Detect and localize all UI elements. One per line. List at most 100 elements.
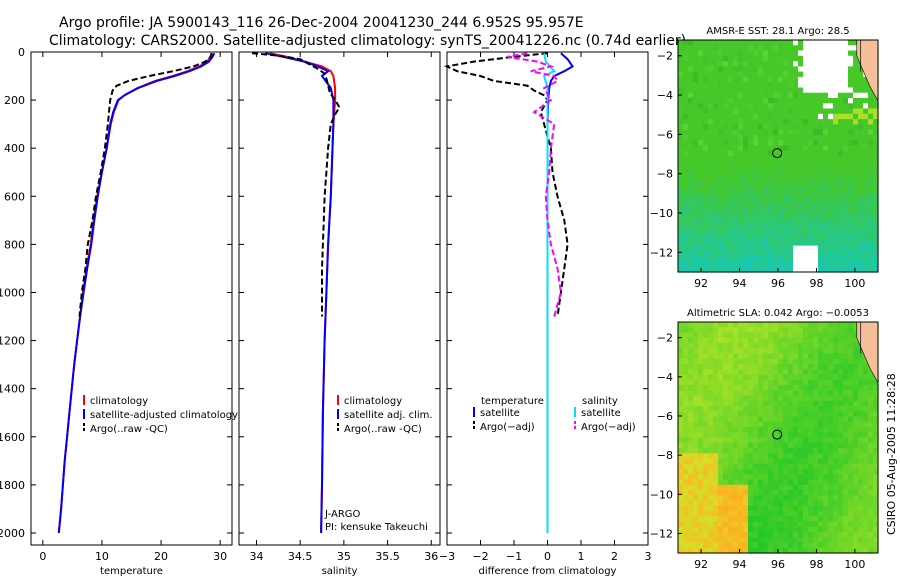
sst_map-cell xyxy=(758,240,764,247)
sla_map-cell xyxy=(733,385,739,391)
sla_map-cell xyxy=(868,500,874,507)
sst_map-cell xyxy=(803,182,809,189)
sla_map-cell xyxy=(728,500,734,507)
sla_map-cell xyxy=(743,395,749,402)
sst_map-cell xyxy=(753,214,759,220)
sst_map-cell xyxy=(688,76,694,83)
sst_map-cell xyxy=(768,256,774,263)
sst_map-cell xyxy=(693,40,699,46)
sla_map-cell xyxy=(718,390,724,397)
sst_map-cell xyxy=(753,171,759,178)
sst_map-cell xyxy=(853,166,859,173)
sla_map-cell xyxy=(783,327,789,334)
sst_map-cell xyxy=(798,245,804,252)
sla_map-cell xyxy=(713,395,719,402)
sla_map-cell xyxy=(783,442,789,449)
sla_map-cell xyxy=(718,332,724,339)
sla_map-cell xyxy=(738,385,744,391)
sst_map-cell xyxy=(783,129,789,136)
sla_map-cell xyxy=(838,353,844,360)
sla_map-cell xyxy=(768,385,774,391)
sst_map-cell xyxy=(823,235,829,241)
sla_map-cell xyxy=(733,432,739,439)
sla_map-cell xyxy=(773,542,779,549)
sst_map-cell xyxy=(753,140,759,147)
sst_map-cell xyxy=(763,229,769,236)
sla_map-cell xyxy=(753,437,759,444)
sst_map-cell xyxy=(848,198,854,205)
sst_map-cell xyxy=(738,245,744,252)
sla_map-cell xyxy=(803,353,809,360)
header-line1: Argo profile: JA 5900143_116 26-Dec-2004… xyxy=(59,15,584,31)
sst_map-cell xyxy=(713,229,719,236)
sst_map-cell xyxy=(823,87,829,94)
sst_map-cell xyxy=(753,108,759,115)
sst_map-cell xyxy=(698,187,704,194)
sst_map-cell xyxy=(803,219,809,226)
sst_map-cell xyxy=(798,182,804,189)
sla_map-cell xyxy=(758,353,764,360)
sst_map-cell xyxy=(748,82,754,89)
sst_map-cell xyxy=(688,124,694,131)
sla_map-cell xyxy=(688,395,694,402)
sst_map-cell xyxy=(773,124,779,131)
sst_map-cell xyxy=(763,82,769,89)
sst_map-cell xyxy=(813,76,819,83)
sla_map-cell xyxy=(678,400,684,407)
sst_map-cell xyxy=(728,198,734,205)
sla_map-cell xyxy=(713,469,719,475)
sst_map-cell xyxy=(793,76,799,83)
sla_map-cell xyxy=(808,390,814,397)
sst_map-cell xyxy=(743,103,749,110)
sst_map-cell xyxy=(703,198,709,205)
sst_map-cell xyxy=(748,150,754,157)
sst_map-cell xyxy=(788,66,794,73)
sla_map-cell xyxy=(833,348,839,355)
sla_map-cell xyxy=(773,490,779,496)
sst_map-xtick-label: 92 xyxy=(694,277,708,290)
sst_map-cell xyxy=(848,261,854,268)
sst_map-cell xyxy=(733,108,739,115)
sla_map-cell xyxy=(803,406,809,412)
sst_map-cell xyxy=(728,156,734,162)
sla_map-cell xyxy=(813,374,819,381)
sst_map-cell xyxy=(808,219,814,226)
sla_map-cell xyxy=(753,479,759,486)
sla_map-cell xyxy=(773,437,779,444)
sla_map-cell xyxy=(803,411,809,418)
sla_map-cell xyxy=(778,537,784,544)
sla_map-cell xyxy=(713,364,719,370)
sla_map-cell xyxy=(828,348,834,355)
sla_map-cell xyxy=(838,500,844,507)
sla_map-cell xyxy=(818,421,824,428)
sst_map-cell xyxy=(838,145,844,152)
sla_map-cell xyxy=(818,343,824,349)
sla_map-cell xyxy=(703,511,709,517)
sst_map-cell xyxy=(723,108,729,115)
sst_map-cell xyxy=(858,145,864,152)
sst_map-cell xyxy=(753,82,759,89)
sst_map-cell xyxy=(743,66,749,73)
sst_map-cell xyxy=(823,187,829,194)
sst_map-cell xyxy=(823,229,829,236)
sla_map-cell xyxy=(758,463,764,470)
sst_map-cell xyxy=(678,171,684,178)
sla_map-cell xyxy=(678,490,684,496)
sst_map-cell xyxy=(793,161,799,168)
sst_map-cell xyxy=(848,119,854,125)
sla_map-cell xyxy=(728,442,734,449)
sla_map-cell xyxy=(748,547,754,554)
sst_map-cell xyxy=(843,229,849,236)
sst_map-cell xyxy=(813,214,819,220)
sla_map-cell xyxy=(783,322,789,328)
sla_map-cell xyxy=(778,369,784,376)
sst_map-cell xyxy=(808,129,814,136)
sla_map-cell xyxy=(738,395,744,402)
sla_map-cell xyxy=(833,479,839,486)
sst_map-cell xyxy=(818,166,824,173)
sst_map-cell xyxy=(688,171,694,178)
sst_map-cell xyxy=(863,171,869,178)
sla_map-cell xyxy=(748,358,754,365)
sla_map-cell xyxy=(723,479,729,486)
sla_map-cell xyxy=(798,406,804,412)
